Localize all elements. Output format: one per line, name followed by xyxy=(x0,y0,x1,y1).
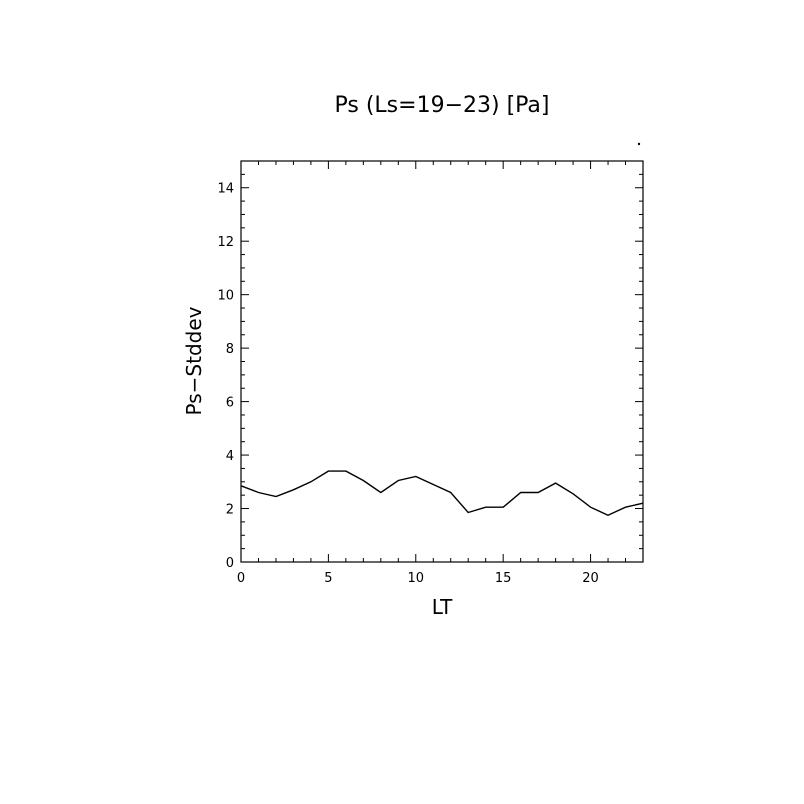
x-tick-label: 10 xyxy=(408,571,425,586)
y-tick-label: 14 xyxy=(217,182,234,197)
x-tick-label: 0 xyxy=(237,571,245,586)
x-tick-label: 5 xyxy=(324,571,332,586)
x-axis: 0 5 10 15 20 xyxy=(237,161,644,586)
y-tick-label: 6 xyxy=(226,396,234,411)
y-axis: 0 2 4 6 8 10 12 14 xyxy=(217,160,643,571)
x-axis-label: LT xyxy=(432,595,453,619)
x-tick-label: 15 xyxy=(495,571,512,586)
series-layer xyxy=(240,470,644,516)
y-axis-label: Ps−Stddev xyxy=(182,306,206,415)
y-tick-label: 4 xyxy=(226,449,234,464)
y-tick-label: 8 xyxy=(226,342,234,357)
y-tick-label: 10 xyxy=(217,289,234,304)
y-tick-label: 12 xyxy=(217,235,234,250)
series-line xyxy=(240,470,644,516)
corner-dot-marker xyxy=(637,142,641,146)
y-tick-label: 0 xyxy=(226,556,234,571)
x-tick-label: 20 xyxy=(582,571,599,586)
y-tick-label: 2 xyxy=(226,503,234,518)
chart-title: Ps (Ls=19−23) [Pa] xyxy=(335,93,550,118)
